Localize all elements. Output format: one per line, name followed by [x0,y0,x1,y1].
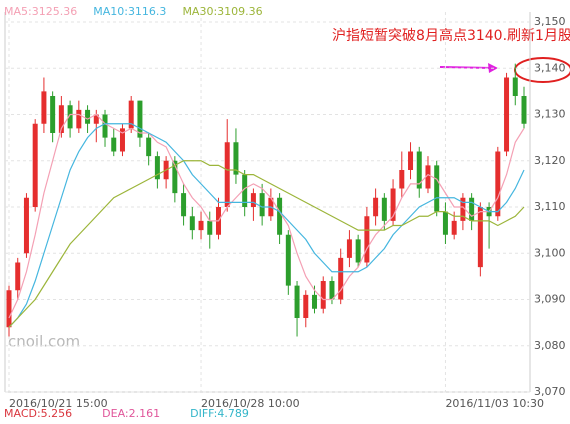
candle-body [303,294,309,318]
candle-body [381,197,387,221]
candle-body [259,193,265,217]
candle-body [373,197,379,217]
candle-body [137,100,143,138]
candle-body [416,151,422,189]
candle-body [128,100,134,129]
candle-body [15,262,21,291]
candle-body [58,105,64,133]
footer-entry: DEA:2.161 [102,407,160,420]
candle-body [477,207,483,268]
candle-body [329,281,335,300]
candle-body [146,137,152,157]
candle-body [364,216,370,263]
candle-body [338,257,344,300]
arrow [439,66,493,69]
candle-body [355,239,361,263]
candle-body [41,91,47,124]
candle-body [312,294,318,309]
candle-body [67,105,73,129]
candle-body [189,216,195,231]
candle-body [93,114,99,124]
footer-entry: MACD:5.256 [4,407,72,420]
candle-body [207,220,213,235]
watermark: cnoil.com [8,333,80,351]
y-tick-label: 3,090 [534,293,566,306]
y-tick-label: 3,070 [534,385,566,398]
candle-body [242,174,248,207]
candle-body [32,123,38,207]
candle-body [285,234,291,286]
candle-body [224,142,230,207]
annotation: 沪指短暂突破8月高点3140.刷新1月股灾来高位 [332,27,570,44]
candle-body [50,96,56,133]
y-tick-label: 3,080 [534,339,566,352]
candle-body [469,197,475,221]
candle-body [23,197,29,254]
candle-body [172,160,178,194]
candle-body [408,151,414,170]
candle-body [495,151,501,217]
candle-body [85,109,91,124]
candle-body [390,188,396,221]
ma-line [8,160,525,328]
y-tick-label: 3,110 [534,200,566,213]
candle-body [181,193,187,217]
candle-body [399,170,405,189]
candle-body [102,114,108,138]
x-tick-label: 2016/11/03 10:30 [445,397,544,410]
candle-body [346,239,352,258]
footer-entry: DIFF:4.789 [190,407,249,420]
y-tick-label: 3,150 [534,15,566,28]
candle-body [233,142,239,175]
candle-body [451,220,457,235]
candle-body [425,165,431,189]
candle-body [6,290,12,328]
legend-entry: MA10:3116.3 [93,5,166,18]
legend-entry: MA30:3109.36 [182,5,262,18]
candle-body [154,156,160,180]
ma-line [8,123,525,328]
candle-body [434,165,440,212]
candle-body [460,197,466,221]
candle-body [504,77,510,152]
candle-body [250,193,256,207]
ma-line [8,113,525,319]
y-tick-label: 3,120 [534,154,566,167]
y-tick-label: 3,140 [534,61,566,74]
candle-body [76,109,82,129]
candle-body [442,211,448,235]
x-tick-label: 2016/10/28 10:00 [201,397,300,410]
legend-entry: MA5:3125.36 [4,5,77,18]
candle-body [521,96,527,124]
x-tick-label: 2016/10/21 15:00 [9,397,108,410]
y-tick-label: 3,130 [534,108,566,121]
y-tick-label: 3,100 [534,246,566,259]
candle-body [111,137,117,152]
candle-body [294,285,300,318]
candle-body [512,77,518,96]
candle-body [277,197,283,235]
candle-body [320,281,326,309]
candle-body [119,128,125,152]
candle-body [198,220,204,231]
